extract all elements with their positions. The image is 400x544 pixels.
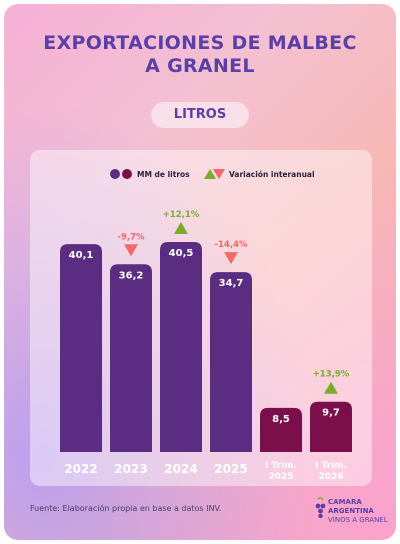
variation-label-2: +12,1% [163,210,200,220]
bar-1 [110,264,152,452]
legend-triangle-up-icon [204,169,216,179]
legend-triangle-down-icon [213,169,225,179]
legend-circle-quarter [122,169,132,179]
brand-logo: CAMARA ARGENTINA VINOS A GRANEL [314,496,392,532]
category-label-5-line1: I Trim. [315,461,347,471]
grape-icon [315,497,326,519]
infographic-card: EXPORTACIONES DE MALBEC A GRANEL LITROS … [4,4,396,540]
bar-chart: MM de litros Variación interanual 40,1 2022… [60,169,352,482]
bar-4 [260,407,302,452]
variation-down-icon-1 [124,244,138,257]
logo-line-3: VINOS A GRANEL [328,516,388,524]
variation-label-5: +13,9% [313,370,350,380]
category-label-2: 2024 [164,462,197,476]
bar-2 [160,242,202,452]
source-note: Fuente: Elaboración propia en base a dat… [30,504,222,513]
variation-label-3: -14,4% [214,240,247,250]
category-label-3: 2025 [214,462,247,476]
title-line-2: A GRANEL [145,55,255,77]
logo-line-2: ARGENTINA [328,507,374,515]
legend-circle-annual [110,169,120,179]
bar-value-label-3: 34,7 [219,278,244,289]
bar-value-label-5: 9,7 [322,408,340,419]
category-label-5-line2: 2026 [318,472,343,482]
variation-label-1: -9,7% [117,232,145,242]
category-label-4-line1: I Trim. [265,461,297,471]
title-line-1: EXPORTACIONES DE MALBEC [43,32,357,54]
bar-0 [60,244,102,452]
variation-up-icon-5 [324,381,338,394]
unit-pill: LITROS [151,102,249,128]
legend-label-variation: Variación interanual [229,170,315,179]
chart-title: EXPORTACIONES DE MALBEC A GRANEL [4,32,396,78]
bar-value-label-0: 40,1 [69,250,94,261]
logo-line-1: CAMARA [328,498,362,506]
bar-3 [210,272,252,452]
bar-value-label-2: 40,5 [169,248,194,259]
chart-panel: MM de litros Variación interanual 40,1 2022… [30,150,372,486]
category-label-1: 2023 [114,462,147,476]
bar-value-label-1: 36,2 [119,270,144,281]
category-label-0: 2022 [64,462,97,476]
category-label-4-line2: 2025 [268,472,293,482]
variation-down-icon-3 [224,252,238,265]
legend-label-liters: MM de litros [137,170,190,179]
variation-up-icon-2 [174,222,188,234]
bar-5 [310,401,352,452]
bar-value-label-4: 8,5 [272,414,290,425]
